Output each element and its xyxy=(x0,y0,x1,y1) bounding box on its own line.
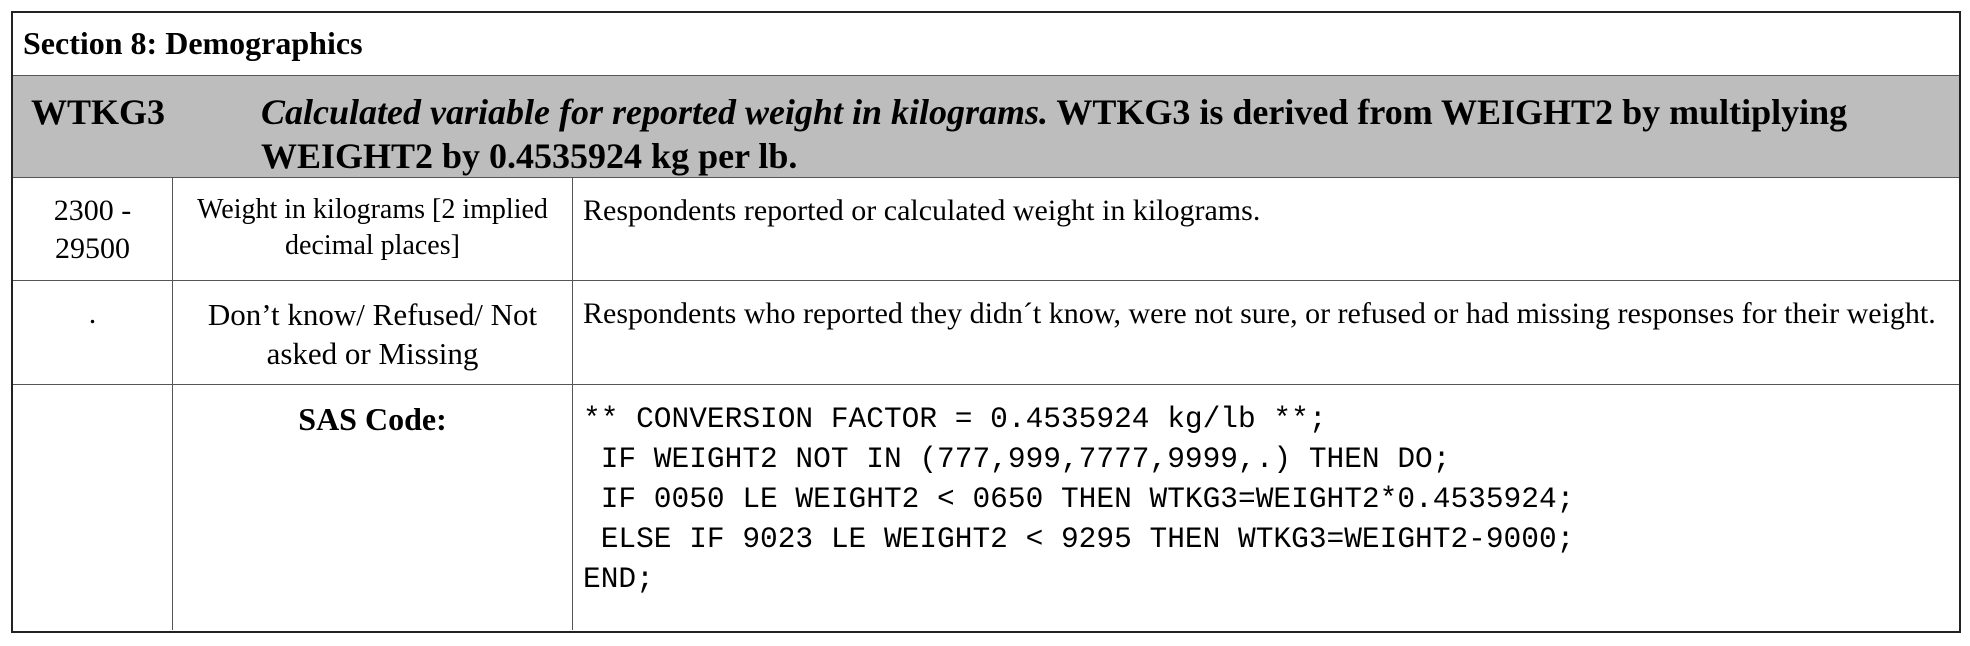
sas-code-label: SAS Code: xyxy=(173,385,573,630)
value-label: Weight in kilograms [2 implied decimal p… xyxy=(197,194,548,261)
variable-header: WTKG3 Calculated variable for reported w… xyxy=(13,75,1959,178)
table-row: . Don’t know/ Refused/ Not asked or Miss… xyxy=(13,281,1959,385)
value-range: 2300 - 29500 xyxy=(53,194,132,265)
variable-description: Calculated variable for reported weight … xyxy=(261,90,1901,178)
value-label-cell: Weight in kilograms [2 implied decimal p… xyxy=(173,178,573,280)
value-cell: 2300 - 29500 xyxy=(13,178,173,280)
variable-name: WTKG3 xyxy=(31,92,166,132)
value-cell: . xyxy=(13,281,173,384)
description-cell: Respondents who reported they didn´t kno… xyxy=(583,297,1936,330)
codebook-table: Section 8: Demographics WTKG3 Calculated… xyxy=(11,11,1961,633)
sas-code-block: ** CONVERSION FACTOR = 0.4535924 kg/lb *… xyxy=(583,402,1575,596)
section-title: Section 8: Demographics xyxy=(23,25,363,61)
table-row: 2300 - 29500 Weight in kilograms [2 impl… xyxy=(13,178,1959,281)
sas-code-row: SAS Code: ** CONVERSION FACTOR = 0.45359… xyxy=(13,385,1959,630)
value-label-cell: Don’t know/ Refused/ Not asked or Missin… xyxy=(173,281,573,384)
variable-label-italic: Calculated variable for reported weight … xyxy=(261,92,1049,132)
value-label: Don’t know/ Refused/ Not asked or Missin… xyxy=(207,297,538,371)
description-cell: Respondents reported or calculated weigh… xyxy=(583,194,1261,227)
value-cell-empty xyxy=(13,385,173,630)
variable-label-rest: WTKG3 is derived from WEIGHT2 by multipl… xyxy=(261,92,1848,176)
